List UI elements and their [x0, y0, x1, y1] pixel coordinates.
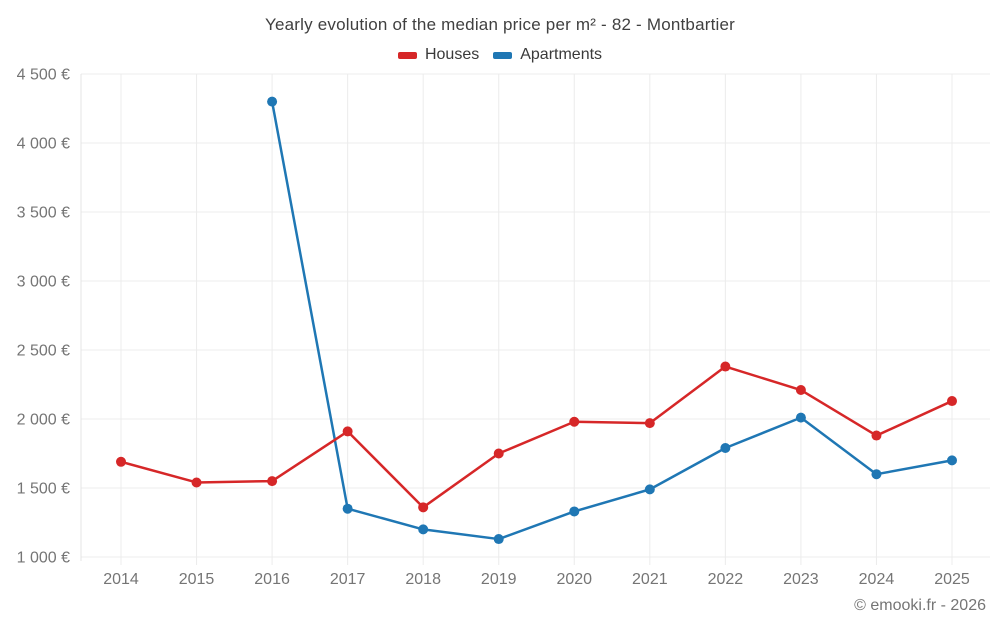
legend-swatch-apartments-icon [493, 51, 513, 59]
chart-title: Yearly evolution of the median price per… [264, 15, 736, 34]
legend: Houses Apartments [0, 46, 1000, 64]
data-point-houses-2023 [795, 385, 806, 396]
y-tick-label: 2 000 € [17, 412, 70, 429]
x-tick-label: 2019 [481, 571, 517, 588]
data-point-apartments-2024 [871, 469, 882, 480]
data-point-houses-2014 [116, 456, 126, 467]
legend-swatch-houses-icon [397, 51, 417, 59]
data-point-houses-2020 [569, 416, 580, 427]
x-tick-label: 2025 [934, 571, 970, 588]
y-tick-label: 2 500 € [17, 343, 70, 360]
data-point-houses-2022 [720, 361, 731, 372]
x-tick-label: 2018 [405, 571, 441, 588]
y-tick-label: 4 000 € [17, 136, 70, 153]
x-tick-label: 2021 [632, 571, 668, 588]
data-point-apartments-2018 [418, 524, 429, 535]
data-point-houses-2017 [342, 426, 353, 437]
x-tick-label: 2014 [103, 571, 139, 588]
data-point-apartments-2019 [493, 534, 504, 545]
y-tick-label: 3 500 € [17, 205, 70, 222]
y-tick-label: 3 000 € [17, 274, 70, 291]
data-point-houses-2018 [418, 502, 429, 513]
data-point-apartments-2021 [644, 484, 655, 495]
data-point-houses-2019 [493, 448, 504, 459]
data-point-houses-2025 [947, 396, 957, 407]
legend-label-houses: Houses [424, 46, 480, 63]
x-tick-label: 2023 [783, 571, 819, 588]
x-tick-label: 2015 [179, 571, 215, 588]
data-point-apartments-2017 [342, 503, 353, 514]
legend-item-houses: Houses [397, 46, 480, 64]
data-point-apartments-2016 [267, 96, 278, 107]
copyright-credit: © emooki.fr - 2026 [854, 597, 986, 614]
y-tick-label: 1 000 € [17, 550, 70, 567]
legend-label-apartments: Apartments [520, 46, 603, 63]
x-tick-label: 2024 [859, 571, 895, 588]
data-point-apartments-2025 [947, 455, 957, 466]
x-tick-label: 2016 [254, 571, 290, 588]
data-point-houses-2015 [191, 477, 202, 488]
data-point-houses-2021 [644, 418, 655, 429]
data-point-apartments-2023 [795, 412, 806, 423]
data-point-apartments-2020 [569, 506, 580, 517]
data-point-houses-2024 [871, 430, 882, 441]
series-line-apartments [270, 100, 954, 541]
x-tick-label: 2017 [330, 571, 366, 588]
data-point-houses-2016 [267, 476, 278, 487]
x-tick-label: 2020 [556, 571, 592, 588]
y-tick-label: 1 500 € [17, 481, 70, 498]
legend-item-apartments: Apartments [493, 46, 602, 64]
x-tick-label: 2022 [708, 571, 744, 588]
data-point-apartments-2022 [720, 442, 731, 453]
series-line-houses [119, 365, 954, 509]
y-tick-label: 4 500 € [17, 67, 70, 84]
